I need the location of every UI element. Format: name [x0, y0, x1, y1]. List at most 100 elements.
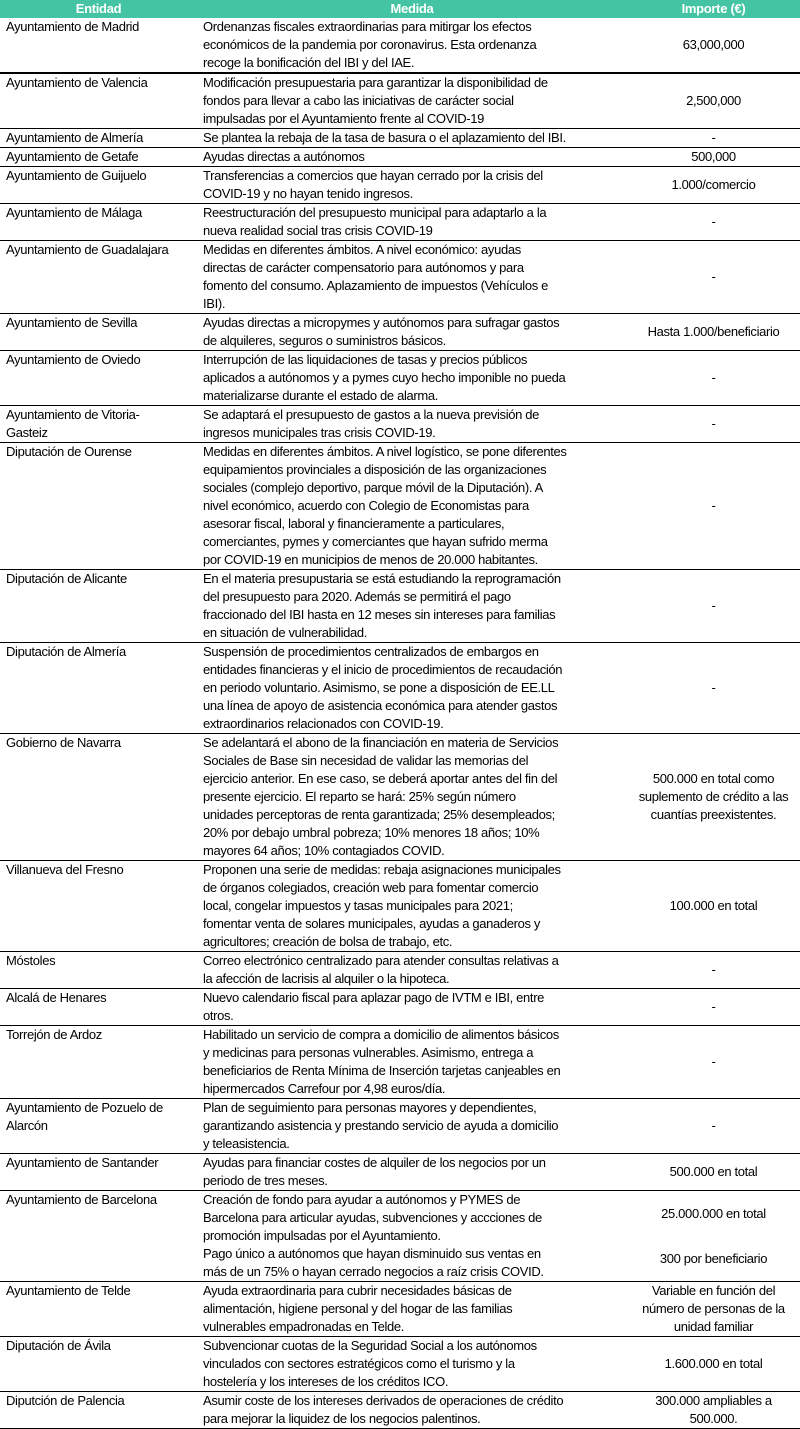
cell-entidad: Torrejón de Ardoz — [0, 1025, 197, 1099]
importe-value: Variable en función del número de person… — [642, 1283, 785, 1334]
cell-medida: Medidas en diferentes ámbitos. A nivel e… — [197, 240, 627, 314]
cell-medida: Reestructuración del presupuesto municip… — [197, 203, 627, 241]
cell-entidad: Diputción de Palencia — [0, 1391, 197, 1429]
table-row: Ayuntamiento de Oviedo Interrupción de la… — [0, 350, 800, 406]
importe-value: - — [711, 370, 716, 385]
cell-importe: - — [627, 642, 800, 734]
cell-importe: 500.000 en total como suplemento de créd… — [627, 733, 800, 861]
importe-value: - — [711, 680, 716, 695]
importe-value: - — [711, 214, 716, 229]
cell-medida: Medidas en diferentes ámbitos. A nivel l… — [197, 442, 627, 570]
cell-importe: 63,000,000 — [627, 18, 800, 74]
table-row: Diputación de Ávila Subvencionar cuotas d… — [0, 1336, 800, 1392]
table-row: Ayuntamiento de Telde Ayuda extraordinari… — [0, 1281, 800, 1337]
table-row: Ayuntamiento de Valencia Modificación pre… — [0, 73, 800, 129]
cell-entidad: Ayuntamiento de Santander — [0, 1153, 197, 1191]
cell-importe: Variable en función del número de person… — [627, 1281, 800, 1337]
cell-importe: 500.000 en total — [627, 1153, 800, 1191]
cell-importe: 1.600.000 en total — [627, 1336, 800, 1392]
cell-medida: Suspensión de procedimientos centralizad… — [197, 642, 627, 734]
table-row: Ayuntamiento de Vitoria- Gasteiz Se adapt… — [0, 405, 800, 443]
cell-entidad: Ayuntamiento de Valencia — [0, 73, 197, 129]
cell-importe: - — [627, 988, 800, 1026]
cell-medida: Ayuda extraordinaria para cubrir necesid… — [197, 1281, 627, 1337]
cell-medida: En el materia presupustaria se está estu… — [197, 569, 627, 643]
importe-value: 300 por beneficiario — [659, 1250, 768, 1266]
cell-entidad: Ayuntamiento de Getafe — [0, 147, 197, 167]
cell-medida: Se adaptará el presupuesto de gastos a l… — [197, 405, 627, 443]
cell-medida: Ayudas para financiar costes de alquiler… — [197, 1153, 627, 1191]
importe-value: - — [711, 962, 716, 977]
table-row: Ayuntamiento de Getafe Ayudas directas a … — [0, 147, 800, 167]
table-row: Ayuntamiento de Barcelona Creación de fon… — [0, 1190, 800, 1282]
cell-medida: Ayudas directas a autónomos — [197, 147, 627, 167]
importe-value: - — [711, 1054, 716, 1069]
spacer — [629, 1223, 798, 1250]
table-row: Móstoles Correo electrónico centralizado … — [0, 951, 800, 989]
cell-importe: - — [627, 1025, 800, 1099]
cell-importe: 2,500,000 — [627, 73, 800, 129]
cell-importe: - — [627, 951, 800, 989]
cell-importe: 300.000 ampliables a 500.000. — [627, 1391, 800, 1429]
cell-importe: 500,000 — [627, 147, 800, 167]
table-row: Torrejón de Ardoz Habilitado un servicio … — [0, 1025, 800, 1099]
importe-value: 63,000,000 — [682, 37, 745, 52]
cell-importe: - — [627, 203, 800, 241]
cell-entidad: Ayuntamiento de Barcelona — [0, 1190, 197, 1282]
importe-value: 500,000 — [691, 149, 736, 164]
cell-entidad: Gobierno de Navarra — [0, 733, 197, 861]
table-row: Ayuntamiento de Málaga Reestructuración d… — [0, 203, 800, 241]
table-row: Ayuntamiento de Guadalajara Medidas en di… — [0, 240, 800, 314]
cell-importe: 25.000.000 en total 300 por beneficiario — [627, 1190, 800, 1282]
table-row: Ayuntamiento de Almería Se plantea la reb… — [0, 128, 800, 148]
cell-medida: Ayudas directas a micropymes y autónomos… — [197, 313, 627, 351]
cell-medida: Asumir coste de los intereses derivados … — [197, 1391, 627, 1429]
cell-importe: - — [627, 405, 800, 443]
cell-entidad: Villanueva del Fresno — [0, 860, 197, 952]
header-importe: Importe (€) — [627, 0, 800, 18]
table-row: Ayuntamiento de Guijuelo Transferencias a… — [0, 166, 800, 204]
table-row: Diputación de Alicante En el materia pres… — [0, 569, 800, 643]
cell-entidad: Ayuntamiento de Málaga — [0, 203, 197, 241]
cell-entidad: Ayuntamiento de Sevilla — [0, 313, 197, 351]
cell-entidad: Móstoles — [0, 951, 197, 989]
cell-importe: - — [627, 1098, 800, 1154]
cell-entidad: Diputación de Almería — [0, 642, 197, 734]
cell-medida: Creación de fondo para ayudar a autónomo… — [197, 1190, 627, 1282]
cell-medida: Subvencionar cuotas de la Seguridad Soci… — [197, 1336, 627, 1392]
table-row: Ayuntamiento de Pozuelo de Alarcón Plan d… — [0, 1098, 800, 1154]
importe-value: - — [711, 598, 716, 613]
table-row: Diputación de Almería Suspensión de proce… — [0, 642, 800, 734]
cell-entidad: Ayuntamiento de Guadalajara — [0, 240, 197, 314]
cell-importe: - — [627, 350, 800, 406]
header-medida: Medida — [197, 0, 627, 18]
cell-medida: Plan de seguimiento para personas mayore… — [197, 1098, 627, 1154]
importe-value: 300.000 ampliables a 500.000. — [655, 1393, 772, 1426]
table-row: Gobierno de Navarra Se adelantará el abon… — [0, 733, 800, 861]
cell-entidad: Ayuntamiento de Vitoria- Gasteiz — [0, 405, 197, 443]
cell-medida: Se plantea la rebaja de la tasa de basur… — [197, 128, 627, 148]
cell-medida: Se adelantará el abono de la financiació… — [197, 733, 627, 861]
cell-entidad: Ayuntamiento de Oviedo — [0, 350, 197, 406]
table-header-row: Entidad Medida Importe (€) — [0, 0, 800, 18]
table-row: Ayuntamiento de Sevilla Ayudas directas a… — [0, 313, 800, 351]
importe-value: - — [711, 999, 716, 1014]
table-row: Villanueva del Fresno Proponen una serie … — [0, 860, 800, 952]
table-row: Ayuntamiento de Santander Ayudas para fin… — [0, 1153, 800, 1191]
importe-value: - — [711, 498, 716, 513]
cell-entidad: Ayuntamiento de Almería — [0, 128, 197, 148]
cell-importe: Hasta 1.000/beneficiario — [627, 313, 800, 351]
cell-medida: Ordenanzas fiscales extraordinarias para… — [197, 18, 627, 74]
cell-importe: 100.000 en total — [627, 860, 800, 952]
cell-entidad: Diputación de Ávila — [0, 1336, 197, 1392]
cell-medida: Transferencias a comercios que hayan cer… — [197, 166, 627, 204]
cell-entidad: Ayuntamiento de Telde — [0, 1281, 197, 1337]
cell-importe: 1.000/comercio — [627, 166, 800, 204]
cell-medida: Correo electrónico centralizado para ate… — [197, 951, 627, 989]
table-body: Ayuntamiento de Madrid Ordenanzas fiscale… — [0, 18, 800, 1429]
cell-medida: Modificación presupuestaria para garanti… — [197, 73, 627, 129]
cell-importe: - — [627, 128, 800, 148]
importe-value: - — [711, 1118, 716, 1133]
cell-entidad: Ayuntamiento de Guijuelo — [0, 166, 197, 204]
